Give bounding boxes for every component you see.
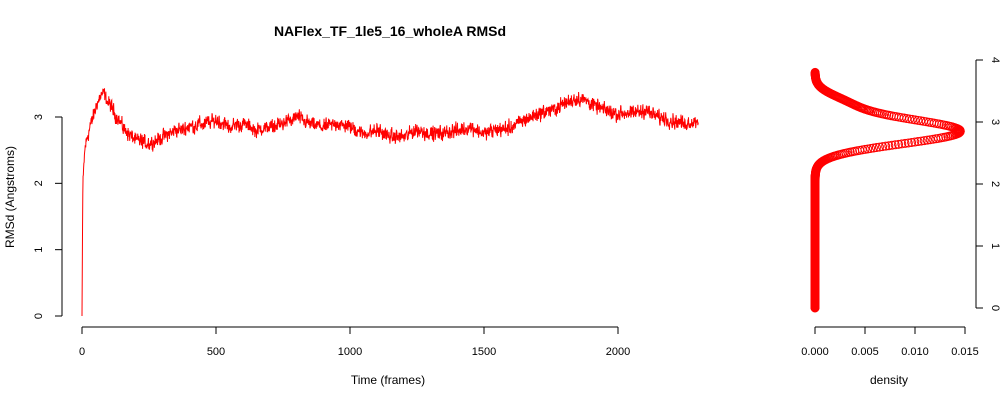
density-point xyxy=(890,140,900,150)
y-axis-label: RMSd (Angstroms) xyxy=(3,146,17,248)
right-y-tick-label: 3 xyxy=(989,119,1000,125)
density-point xyxy=(887,140,897,150)
density-point xyxy=(922,135,932,145)
density-point xyxy=(863,144,873,154)
right-x-axis: 0.000 0.005 0.010 0.015 xyxy=(801,326,979,358)
density-point xyxy=(903,138,913,148)
y-tick-label: 0 xyxy=(33,313,45,319)
density-point xyxy=(894,139,904,149)
density-point xyxy=(910,137,920,147)
right-y-tick-label: 1 xyxy=(989,243,1000,249)
density-point xyxy=(810,67,820,77)
density-point xyxy=(900,138,910,148)
x-tick-label: 500 xyxy=(207,346,225,358)
x-tick-label: 1000 xyxy=(338,346,362,358)
right-y-tick-label: 0 xyxy=(989,305,1000,311)
left-x-axis: 0 500 1000 1500 2000 xyxy=(79,326,630,358)
left-y-axis: 0 1 2 3 xyxy=(33,114,63,319)
density-points xyxy=(810,67,965,313)
x-tick-label: 1500 xyxy=(472,346,496,358)
density-point xyxy=(881,141,891,151)
x-tick-label: 0 xyxy=(79,346,85,358)
density-point xyxy=(913,137,923,147)
x-tick-label: 2000 xyxy=(606,346,630,358)
density-x-tick-label: 0.000 xyxy=(801,346,829,358)
y-tick-label: 3 xyxy=(33,114,45,120)
density-point xyxy=(916,136,926,146)
density-point xyxy=(913,115,923,125)
density-point xyxy=(907,137,917,147)
density-point xyxy=(871,143,881,153)
density-point xyxy=(878,142,888,152)
density-plot: 0 1 2 3 4 0.000 0.005 0.010 0.015 density xyxy=(801,57,1000,387)
density-point xyxy=(925,135,935,145)
density-point xyxy=(897,139,907,149)
density-x-axis-label: density xyxy=(870,373,908,387)
time-series-plot: 0 1 2 3 0 500 1000 1500 2000 Time (frames) RMSd… xyxy=(3,88,699,387)
right-y-tick-label: 4 xyxy=(989,57,1000,63)
density-x-tick-label: 0.005 xyxy=(851,346,879,358)
x-axis-label: Time (frames) xyxy=(351,373,425,387)
y-tick-label: 2 xyxy=(33,180,45,186)
density-point xyxy=(910,115,920,125)
density-point xyxy=(866,143,876,153)
density-x-tick-label: 0.010 xyxy=(901,346,929,358)
rmsd-series-line xyxy=(81,88,699,317)
right-y-axis: 0 1 2 3 4 xyxy=(975,57,1000,311)
density-point xyxy=(919,116,928,126)
right-y-tick-label: 2 xyxy=(989,181,1000,187)
density-point xyxy=(919,136,929,146)
density-point xyxy=(874,142,884,152)
density-point xyxy=(884,141,894,151)
density-point xyxy=(916,116,926,126)
chart-title: NAFlex_TF_1le5_16_wholeA RMSd xyxy=(274,23,506,39)
density-x-tick-label: 0.015 xyxy=(951,346,979,358)
density-point xyxy=(868,143,878,153)
y-tick-label: 1 xyxy=(33,247,45,253)
